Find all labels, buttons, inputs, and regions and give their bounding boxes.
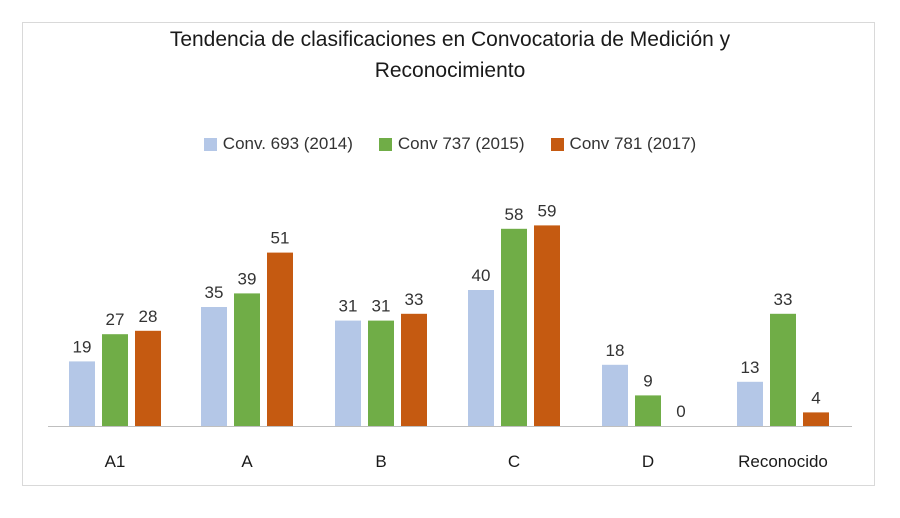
data-label-d-series-2: 9: [643, 371, 652, 390]
legend-label-conv-781: Conv 781 (2017): [569, 134, 697, 153]
bar-b-series-2: [368, 320, 394, 426]
bar-b-series-1: [335, 320, 361, 426]
legend-swatch-conv-781: [550, 137, 564, 151]
bar-a-series-2: [234, 293, 260, 426]
bar-a-series-1: [201, 307, 227, 426]
category-label-a: A: [241, 452, 253, 471]
legend-item-conv-737: Conv 737 (2015): [378, 134, 525, 154]
data-label-reconocido-series-1: 13: [741, 358, 760, 377]
data-label-c-series-2: 58: [505, 205, 524, 224]
bar-a-series-3: [267, 252, 293, 426]
category-label-d: D: [642, 452, 654, 471]
legend-label-conv-693: Conv. 693 (2014): [222, 134, 353, 153]
data-label-c-series-1: 40: [472, 266, 491, 285]
data-label-a-series-3: 51: [271, 229, 290, 248]
data-label-a1-series-1: 19: [73, 337, 92, 356]
bar-b-series-3: [401, 313, 427, 426]
bar-reconocido-series-1: [737, 381, 763, 426]
category-label-a1: A1: [105, 452, 126, 471]
bar-d-series-1: [602, 364, 628, 426]
bar-reconocido-series-2: [770, 313, 796, 426]
chart-frame: [22, 22, 875, 486]
bar-c-series-1: [468, 290, 494, 426]
bar-c-series-2: [501, 228, 527, 426]
data-label-b-series-3: 33: [405, 290, 424, 309]
legend-item-conv-781: Conv 781 (2017): [550, 134, 697, 154]
data-label-a1-series-3: 28: [139, 307, 158, 326]
data-label-reconocido-series-3: 4: [811, 388, 820, 407]
bar-a1-series-3: [135, 330, 161, 426]
bar-a1-series-1: [69, 361, 95, 426]
bar-a1-series-2: [102, 334, 128, 426]
data-label-d-series-3: 0: [676, 402, 685, 421]
bar-c-series-3: [534, 225, 560, 426]
chart-legend: Conv. 693 (2014) Conv 737 (2015) Conv 78…: [0, 134, 900, 154]
category-label-c: C: [508, 452, 520, 471]
legend-label-conv-737: Conv 737 (2015): [397, 134, 525, 153]
bar-d-series-2: [635, 395, 661, 426]
chart-title: Tendencia de clasificaciones en Convocat…: [0, 24, 900, 86]
legend-item-conv-693: Conv. 693 (2014): [203, 134, 353, 154]
data-label-a-series-1: 35: [205, 283, 224, 302]
data-label-b-series-2: 31: [372, 297, 391, 316]
data-label-d-series-1: 18: [606, 341, 625, 360]
data-label-c-series-3: 59: [538, 201, 557, 220]
legend-swatch-conv-737: [378, 137, 392, 151]
data-label-reconocido-series-2: 33: [774, 290, 793, 309]
data-label-a1-series-2: 27: [106, 310, 125, 329]
chart-title-line-2: Reconocimiento: [374, 59, 526, 82]
data-label-b-series-1: 31: [339, 297, 358, 316]
legend-swatch-conv-693: [203, 137, 217, 151]
chart-title-line-1: Tendencia de clasificaciones en Convocat…: [169, 28, 731, 51]
data-label-a-series-2: 39: [238, 269, 257, 288]
category-label-b: B: [375, 452, 386, 471]
category-label-reconocido: Reconocido: [738, 452, 828, 471]
bar-reconocido-series-3: [803, 412, 829, 426]
